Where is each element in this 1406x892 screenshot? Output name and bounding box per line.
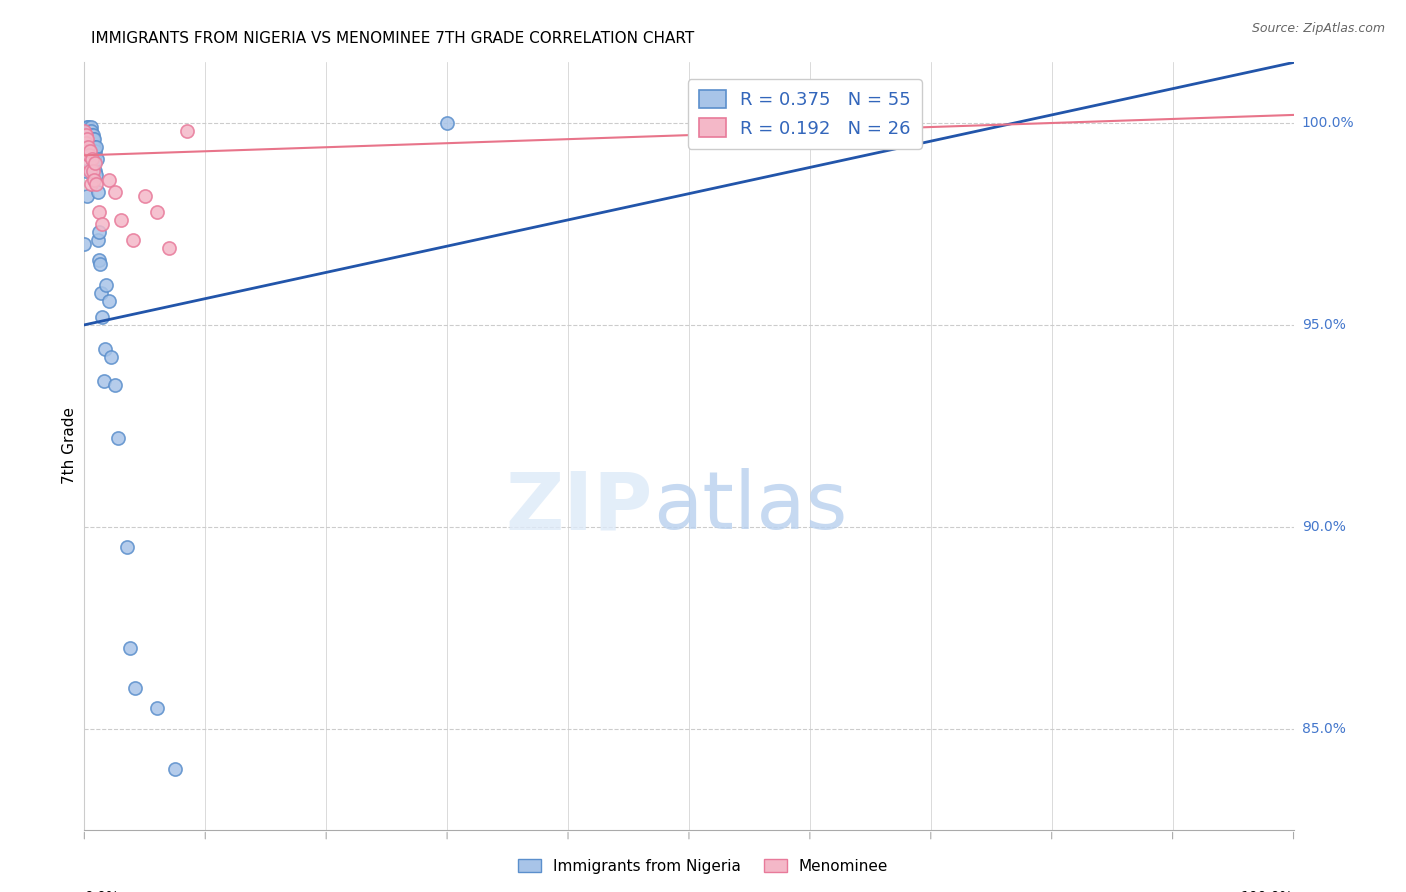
Point: [157, 241, 180, 255]
Point: [83, 172, 105, 186]
Point: [121, 233, 143, 247]
Point: [82, 153, 104, 167]
Point: [134, 188, 156, 202]
Point: [165, 762, 187, 776]
Point: [97, 293, 120, 308]
Point: [77, 148, 100, 162]
Point: [110, 213, 132, 227]
Point: [83, 148, 105, 162]
Text: 85.0%: 85.0%: [1302, 722, 1346, 736]
Point: [86, 185, 108, 199]
Point: [87, 204, 110, 219]
Point: [79, 124, 101, 138]
Point: [75, 164, 97, 178]
Point: [80, 153, 103, 167]
Point: [93, 375, 115, 389]
Point: [79, 164, 101, 178]
Text: 90.0%: 90.0%: [1302, 520, 1346, 533]
Point: [86, 177, 108, 191]
Point: [82, 128, 104, 142]
Point: [73, 237, 96, 252]
Point: [83, 132, 105, 146]
Point: [91, 217, 114, 231]
Point: [120, 640, 142, 655]
Point: [80, 140, 103, 154]
Point: [87, 253, 110, 268]
Point: [76, 140, 98, 154]
Point: [76, 145, 98, 159]
Point: [94, 277, 117, 292]
Point: [82, 140, 104, 154]
Point: [146, 701, 169, 715]
Point: [77, 136, 100, 151]
Text: 100.0%: 100.0%: [1302, 116, 1354, 130]
Point: [124, 681, 146, 696]
Point: [436, 116, 458, 130]
Point: [80, 124, 103, 138]
Point: [100, 350, 122, 364]
Point: [89, 225, 111, 239]
Point: [77, 140, 100, 154]
Point: [73, 124, 96, 138]
Point: [83, 140, 105, 154]
Point: [76, 132, 98, 146]
Point: [77, 156, 100, 170]
Point: [84, 145, 107, 159]
Text: ZIP: ZIP: [505, 468, 652, 547]
Point: [84, 140, 107, 154]
Point: [94, 342, 117, 356]
Text: 100.0%: 100.0%: [1241, 890, 1294, 892]
Point: [79, 132, 101, 146]
Point: [90, 285, 112, 300]
Point: [89, 257, 111, 271]
Point: [82, 132, 104, 146]
Point: [82, 164, 104, 178]
Point: [79, 145, 101, 159]
Point: [82, 156, 104, 170]
Point: [79, 120, 101, 134]
Point: [84, 156, 107, 170]
Point: [80, 132, 103, 146]
Point: [84, 164, 107, 178]
Point: [97, 172, 120, 186]
Legend: R = 0.375   N = 55, R = 0.192   N = 26: R = 0.375 N = 55, R = 0.192 N = 26: [688, 79, 922, 149]
Text: IMMIGRANTS FROM NIGERIA VS MENOMINEE 7TH GRADE CORRELATION CHART: IMMIGRANTS FROM NIGERIA VS MENOMINEE 7TH…: [91, 31, 695, 46]
Text: atlas: atlas: [652, 468, 846, 547]
Point: [77, 148, 100, 162]
Point: [76, 120, 98, 134]
Point: [79, 145, 101, 159]
Y-axis label: 7th Grade: 7th Grade: [62, 408, 77, 484]
Text: Source: ZipAtlas.com: Source: ZipAtlas.com: [1251, 22, 1385, 36]
Point: [104, 378, 127, 392]
Text: 95.0%: 95.0%: [1302, 318, 1346, 332]
Point: [75, 136, 97, 151]
Point: [75, 136, 97, 151]
Point: [146, 204, 169, 219]
Point: [75, 128, 97, 142]
Point: [80, 177, 103, 191]
Text: 0.0%: 0.0%: [84, 890, 120, 892]
Point: [115, 540, 138, 554]
Point: [77, 124, 100, 138]
Point: [91, 310, 114, 324]
Point: [76, 188, 98, 202]
Point: [107, 431, 129, 445]
Point: [87, 233, 110, 247]
Point: [77, 120, 100, 134]
Point: [104, 185, 127, 199]
Point: [77, 128, 100, 142]
Point: [86, 153, 108, 167]
Legend: Immigrants from Nigeria, Menominee: Immigrants from Nigeria, Menominee: [512, 853, 894, 880]
Point: [80, 128, 103, 142]
Point: [79, 128, 101, 142]
Point: [176, 124, 198, 138]
Point: [76, 128, 98, 142]
Point: [86, 169, 108, 183]
Point: [76, 132, 98, 146]
